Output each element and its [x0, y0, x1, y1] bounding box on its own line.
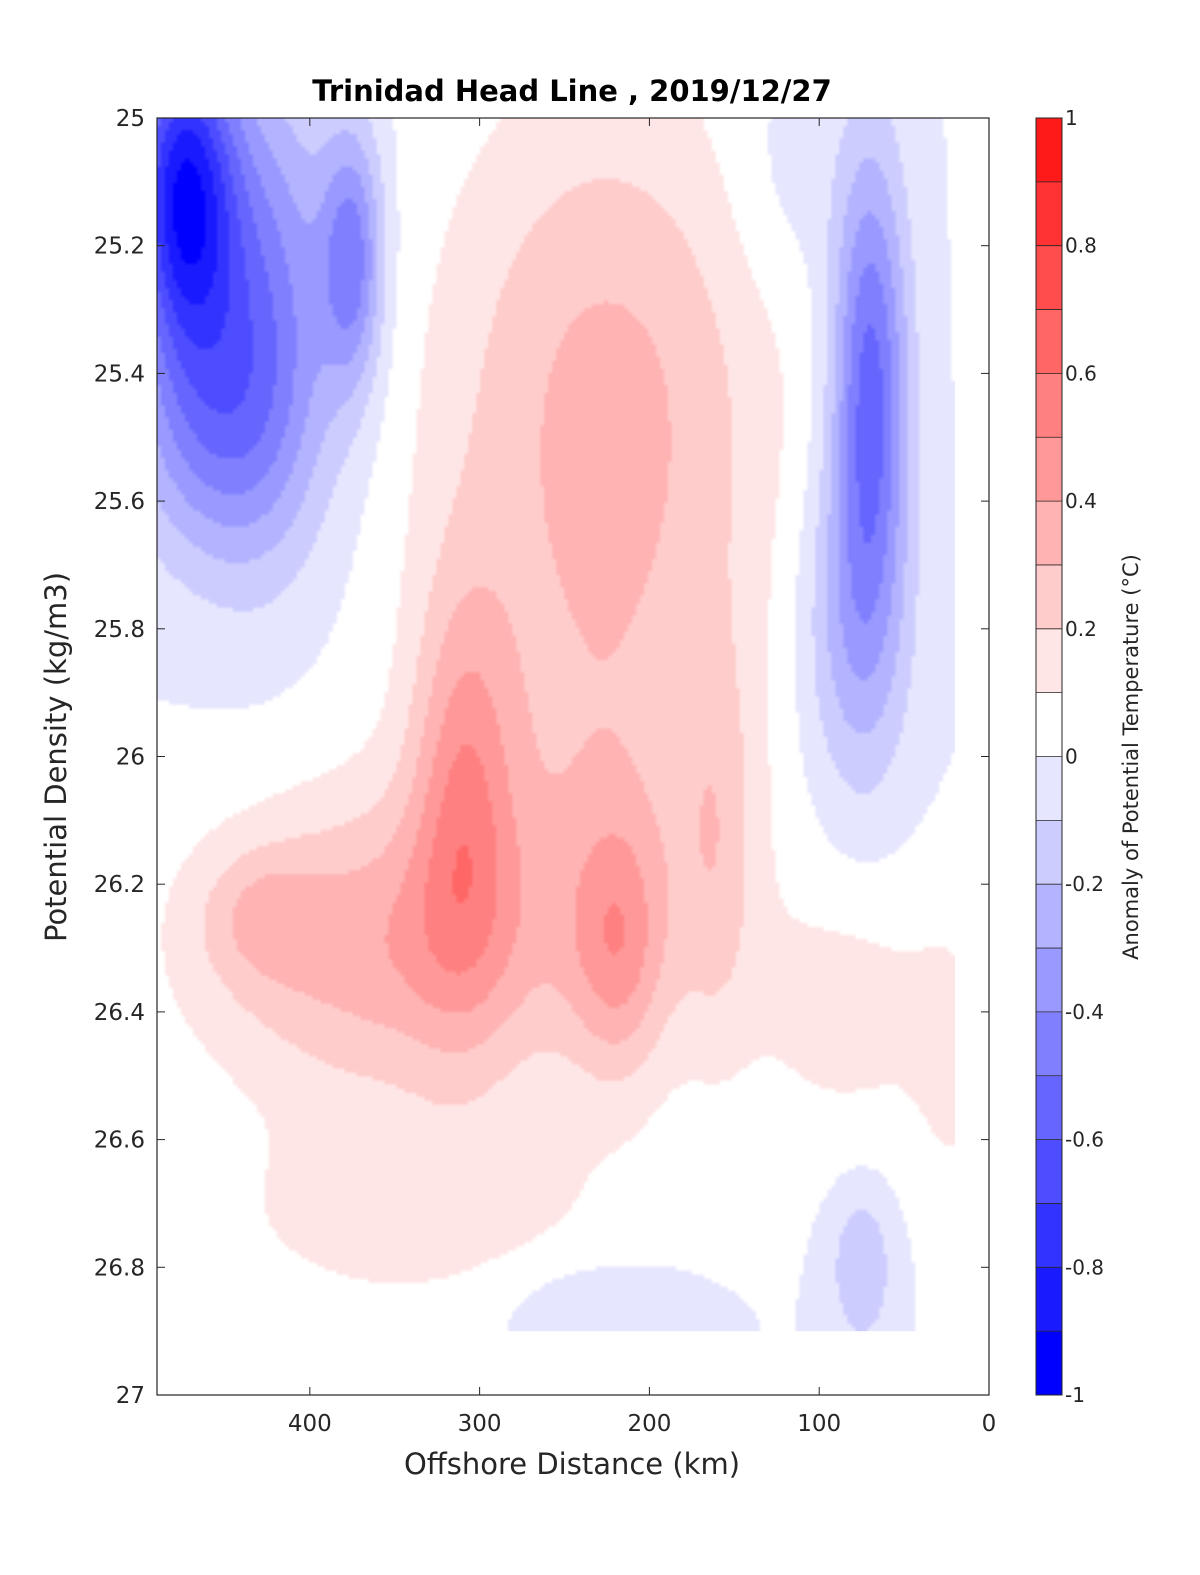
colorbar-band: [1036, 1331, 1062, 1396]
y-tick-label: 25.4: [94, 361, 145, 387]
colorbar-band: [1036, 564, 1062, 630]
colorbar-tick-label: 0.2: [1065, 617, 1097, 641]
colorbar-band: [1036, 884, 1062, 949]
x-axis-label: Offshore Distance (km): [404, 1447, 740, 1481]
chart-title: Trinidad Head Line , 2019/12/27: [312, 74, 832, 108]
colorbar-tick-label: -0.2: [1065, 872, 1104, 896]
y-tick-label: 26: [116, 745, 145, 771]
x-tick-label: 200: [627, 1411, 671, 1437]
y-tick-label: 25.6: [94, 489, 145, 515]
y-tick-label: 25: [116, 106, 145, 132]
colorbar-band: [1036, 1267, 1062, 1332]
colorbar-band: [1036, 1011, 1062, 1077]
colorbar-band: [1036, 309, 1062, 374]
anomaly-field: [157, 118, 955, 1332]
colorbar-tick-label: 0.4: [1065, 489, 1097, 513]
y-tick-label: 26.8: [94, 1255, 145, 1281]
y-axis: 25 25.2 25.4 25.6 25.8 26 26.2 26.4 26.6 26.8 27: [94, 106, 989, 1409]
colorbar-tick-label: -0.6: [1065, 1128, 1104, 1152]
colorbar-band: [1036, 118, 1062, 183]
y-axis-label: Potential Density (kg/m3): [39, 572, 73, 942]
colorbar-band: [1036, 692, 1062, 757]
colorbar-ticks: 1 0.8 0.6 0.4 0.2 0 -0.2 -0.4 -0.6 -0.8 -1: [1036, 106, 1104, 1407]
colorbar-band: [1036, 437, 1062, 502]
y-tick-label: 25.2: [94, 234, 145, 260]
y-tick-label: 26.4: [94, 1000, 145, 1026]
plot-area: 400 300 200 100 0 25 25.2 25.4 25.6 25.8 26 26.2 26…: [94, 106, 997, 1437]
colorbar-tick-label: 1: [1065, 106, 1078, 130]
colorbar-tick-label: 0.6: [1065, 361, 1097, 385]
y-tick-label: 26.6: [94, 1128, 145, 1154]
colorbar-tick-label: -0.8: [1065, 1255, 1104, 1279]
colorbar-band: [1036, 373, 1062, 438]
colorbar-band: [1036, 181, 1062, 247]
x-tick-label: 0: [982, 1411, 997, 1437]
colorbar-band: [1036, 1139, 1062, 1204]
colorbar-tick-label: -1: [1065, 1383, 1085, 1407]
colorbar-label: Anomaly of Potential Temperature (°C): [1119, 554, 1143, 960]
x-tick-label: 300: [458, 1411, 502, 1437]
x-tick-label: 400: [288, 1411, 332, 1437]
x-axis: 400 300 200 100 0: [288, 118, 996, 1437]
colorbar-band: [1036, 628, 1062, 694]
y-tick-label: 27: [116, 1383, 145, 1409]
colorbar-band: [1036, 820, 1062, 885]
colorbar-bands: [1036, 118, 1062, 1396]
colorbar-band: [1036, 1075, 1062, 1141]
colorbar: 1 0.8 0.6 0.4 0.2 0 -0.2 -0.4 -0.6 -0.8 -1: [1035, 106, 1104, 1407]
colorbar-band: [1036, 245, 1062, 311]
contour-fill-layers: [157, 118, 955, 1332]
colorbar-band: [1036, 501, 1062, 566]
colorbar-band: [1036, 948, 1062, 1013]
colorbar-tick-label: 0.8: [1065, 234, 1097, 258]
colorbar-tick-label: 0: [1065, 745, 1078, 769]
x-tick-label: 100: [797, 1411, 841, 1437]
colorbar-band: [1036, 756, 1062, 821]
colorbar-tick-label: -0.4: [1065, 1000, 1104, 1024]
y-tick-label: 25.8: [94, 617, 145, 643]
colorbar-band: [1036, 1203, 1062, 1268]
y-tick-label: 26.2: [94, 872, 145, 898]
